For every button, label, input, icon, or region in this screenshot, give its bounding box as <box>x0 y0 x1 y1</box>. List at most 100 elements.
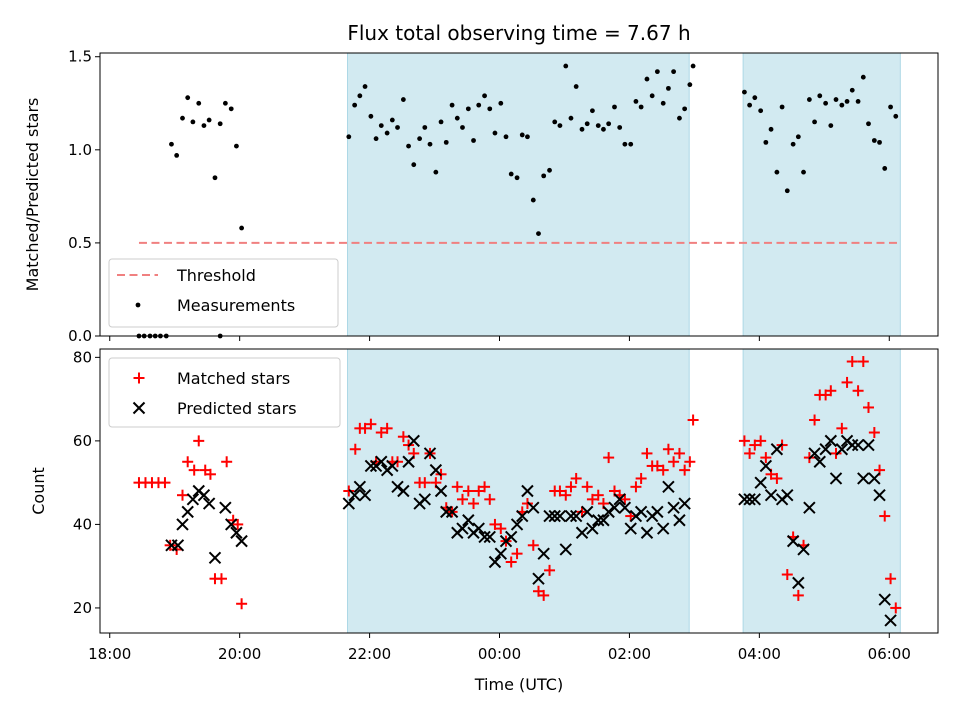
measurement-point <box>389 117 395 123</box>
matched-star-point <box>489 518 501 530</box>
measurement-point <box>427 141 433 147</box>
matched-star-point <box>641 447 653 459</box>
matched-star-point <box>544 564 556 576</box>
measurement-point <box>877 139 882 145</box>
measurement-point <box>671 69 677 75</box>
measurement-point <box>362 84 368 89</box>
measurement-point <box>563 63 569 69</box>
measurement-point <box>536 231 541 236</box>
ratio-panel: 0.0 0.5 1.0 1.5 Matched/Predicted stars Thr… <box>23 48 939 345</box>
predicted-star-point <box>543 509 556 523</box>
matched-star-point <box>365 418 377 430</box>
measurement-point <box>628 141 634 147</box>
predicted-star-point <box>678 497 691 510</box>
measurement-point <box>180 115 185 121</box>
y-tick-label: 1.0 <box>68 141 92 159</box>
matched-star-point <box>841 376 853 388</box>
predicted-star-point <box>559 543 572 556</box>
measurement-point <box>855 99 861 104</box>
measurement-point <box>508 171 514 177</box>
observing-interval <box>742 52 901 337</box>
measurement-point <box>595 123 601 129</box>
matched-star-point <box>505 556 517 568</box>
matched-star-point <box>177 489 189 501</box>
predicted-star-point <box>208 551 222 565</box>
measurement-point <box>196 100 202 106</box>
measurement-point <box>395 125 400 130</box>
matched-star-point <box>570 472 582 484</box>
measurement-point <box>823 100 829 106</box>
measurement-point <box>557 123 563 129</box>
matched-star-point <box>679 464 691 476</box>
predicted-star-point <box>407 434 420 448</box>
measurement-point <box>644 76 650 82</box>
matched-star-point <box>565 481 577 493</box>
predicted-star-point <box>592 514 605 527</box>
legend-predicted-label: Predicted stars <box>177 399 297 418</box>
predicted-star-point <box>553 509 567 523</box>
x-tick-label: 04:00 <box>738 645 781 663</box>
bottom-y-ticks: 20 40 60 80 <box>73 348 100 617</box>
predicted-star-point <box>624 522 637 535</box>
matched-star-point <box>554 485 566 497</box>
legend-matched-swatch <box>133 372 145 384</box>
measurement-point <box>893 113 899 119</box>
predicted-star-point <box>819 443 832 456</box>
matched-star-point <box>236 598 248 610</box>
matched-star-point <box>868 427 880 439</box>
predicted-star-point <box>434 484 448 498</box>
measurement-point <box>190 119 196 125</box>
predicted-star-point <box>743 493 756 506</box>
measurement-point <box>768 126 774 132</box>
matched-star-point <box>879 510 891 522</box>
predicted-star-point <box>171 539 185 552</box>
measurement-point <box>487 106 493 112</box>
matched-star-point <box>673 447 685 459</box>
predicted-star-point <box>657 522 670 535</box>
measurement-point <box>201 123 207 129</box>
predicted-star-point <box>781 488 794 502</box>
predicted-star-point <box>532 572 545 585</box>
predicted-star-point <box>564 509 578 523</box>
bottom-y-axis-label: Count <box>29 467 48 515</box>
matched-star-point <box>462 485 474 497</box>
measurement-point <box>422 125 428 130</box>
predicted-star-point <box>527 501 540 514</box>
matched-star-point <box>495 523 507 535</box>
predicted-star-point <box>429 463 443 477</box>
measurement-point <box>568 115 574 121</box>
matched-star-point <box>662 443 674 455</box>
predicted-star-point <box>569 509 583 523</box>
predicted-star-point <box>342 497 356 510</box>
measurement-point <box>443 139 449 145</box>
predicted-star-point <box>602 505 615 519</box>
measurement-point <box>239 225 245 231</box>
predicted-star-point <box>358 488 372 502</box>
measurement-point <box>660 100 666 106</box>
measurement-point <box>622 141 628 147</box>
measurement-point <box>742 89 747 95</box>
measurement-point <box>465 106 471 112</box>
measurement-point <box>234 143 239 149</box>
legend-predicted-swatch <box>132 401 146 415</box>
matched-star-point <box>479 481 491 493</box>
measurement-point <box>649 93 655 99</box>
measurement-point <box>860 74 866 80</box>
bottom-x-ticks: 18:00 20:00 22:00 00:00 02:00 04:00 06:00 <box>88 633 911 663</box>
predicted-star-point <box>186 493 200 506</box>
matched-star-point <box>473 485 485 497</box>
measurement-point <box>406 143 411 149</box>
measurement-point <box>690 63 696 69</box>
legend-matched-label: Matched stars <box>177 369 290 388</box>
observing-interval <box>347 52 690 337</box>
matched-star-point <box>221 456 233 468</box>
measurement-point <box>806 97 812 102</box>
matched-star-point <box>852 385 864 397</box>
matched-star-point <box>182 456 194 468</box>
predicted-star-point <box>808 447 821 460</box>
measurement-point <box>882 166 888 171</box>
matched-star-point <box>792 589 804 601</box>
predicted-star-point <box>846 438 859 452</box>
matched-star-point <box>749 439 761 451</box>
